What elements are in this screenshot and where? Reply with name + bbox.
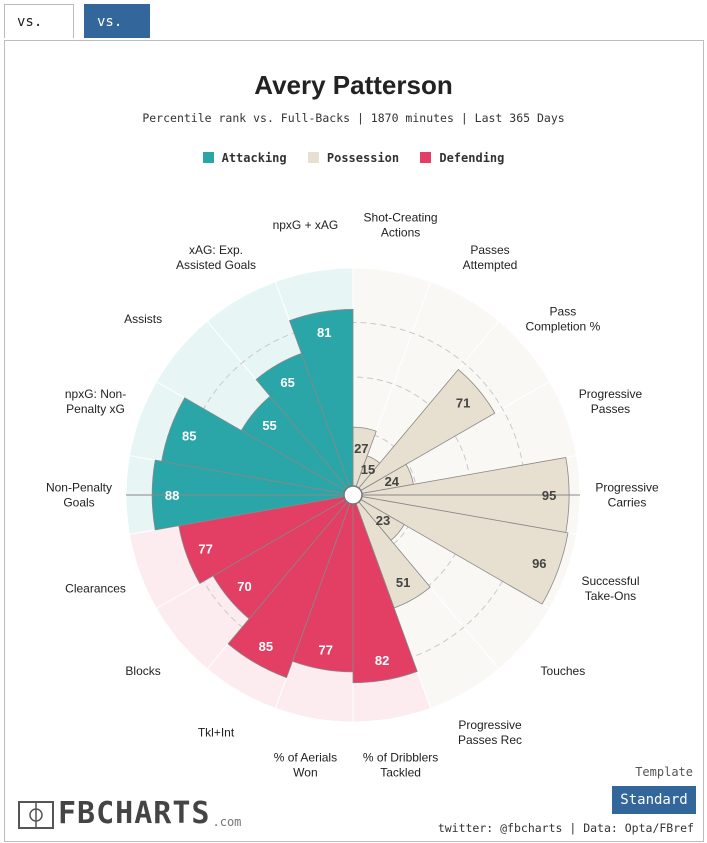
metric-label: Tkl+Int — [198, 725, 235, 739]
value-label: 88 — [165, 488, 179, 503]
template-label: Template — [635, 765, 693, 779]
value-label: 95 — [542, 488, 556, 503]
value-label: 77 — [198, 542, 212, 557]
value-label: 81 — [317, 325, 331, 340]
metric-label: Non-Penalty Goals — [46, 481, 112, 510]
value-label: 77 — [319, 642, 333, 657]
metric-label: xAG: Exp. Assisted Goals — [176, 243, 256, 272]
metric-label: % of Aerials Won — [274, 750, 337, 779]
value-label: 71 — [456, 396, 470, 411]
metric-label: Progressive Passes — [579, 387, 643, 416]
legend-swatch-defending — [420, 152, 432, 163]
brand-name: FBCHARTS — [58, 796, 211, 831]
value-label: 23 — [376, 513, 390, 528]
value-label: 27 — [354, 441, 368, 456]
metric-label: Passes Attempted — [463, 243, 518, 272]
chart-subtitle: Percentile rank vs. Full-Backs | 1870 mi… — [142, 111, 565, 125]
value-label: 65 — [280, 375, 294, 390]
brand-suffix: .com — [212, 815, 242, 829]
value-label: 24 — [385, 474, 400, 489]
value-label: 85 — [259, 639, 273, 654]
metric-label: Blocks — [125, 664, 160, 678]
legend-item-possession: Possession — [307, 151, 400, 165]
value-label: 70 — [237, 579, 251, 594]
metric-label: % of Dribblers Tackled — [363, 750, 438, 779]
metric-label: Progressive Carries — [595, 481, 659, 510]
legend-label-attacking: Attacking — [221, 151, 287, 165]
metric-label: npxG + xAG — [273, 218, 339, 232]
metric-label: Successful Take-Ons — [581, 574, 639, 603]
value-label: 85 — [182, 428, 196, 443]
legend-item-attacking: Attacking — [202, 151, 287, 165]
pitch-icon — [18, 801, 54, 829]
legend-swatch-possession — [307, 152, 319, 163]
metric-label: npxG: Non-Penalty xG — [65, 387, 126, 416]
value-label: 51 — [396, 575, 410, 590]
metric-label: Touches — [541, 664, 586, 678]
center-hub — [343, 485, 363, 505]
fbcharts-logo: FBCHARTS .com — [18, 799, 241, 829]
value-label: 15 — [361, 462, 375, 477]
legend-label-possession: Possession — [326, 151, 400, 165]
metric-label: Progressive Passes Rec — [458, 718, 522, 747]
value-label: 82 — [375, 653, 389, 668]
legend-swatch-attacking — [202, 152, 214, 163]
legend: Attacking Possession Defending — [0, 151, 707, 165]
player-name-title: Avery Patterson — [254, 70, 453, 100]
footer-credit: twitter: @fbcharts | Data: Opta/FBref — [437, 821, 694, 835]
template-standard-button[interactable]: Standard — [612, 786, 696, 814]
tab-vs-mf[interactable]: vs. MF — [4, 4, 74, 64]
value-label: 55 — [262, 418, 276, 433]
metric-label: Pass Completion % — [526, 304, 601, 333]
metric-label: Clearances — [65, 582, 126, 596]
legend-item-defending: Defending — [420, 151, 504, 165]
value-label: 96 — [532, 556, 546, 571]
metric-label: Assists — [124, 312, 162, 326]
metric-label: Shot-Creating Actions — [364, 211, 438, 240]
legend-label-defending: Defending — [439, 151, 505, 165]
